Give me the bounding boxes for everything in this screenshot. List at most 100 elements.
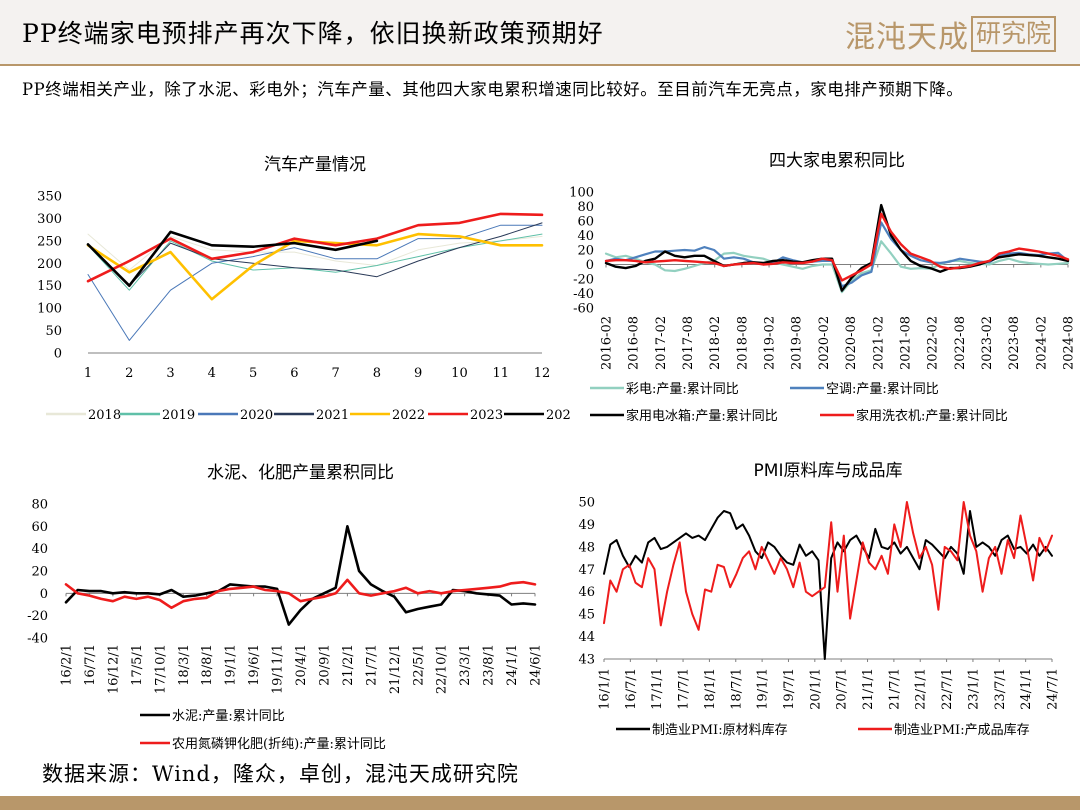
y-tick-label: 150 xyxy=(37,279,62,294)
y-tick-label: 50 xyxy=(45,324,62,339)
x-tick-label: 2024-08 xyxy=(1062,316,1076,370)
series-line-6 xyxy=(86,230,379,287)
x-tick-label: 2024-02 xyxy=(1034,316,1049,370)
y-tick-label: -40 xyxy=(27,632,48,647)
y-tick-label: -20 xyxy=(27,609,48,624)
x-tick-label: 22/7/1 xyxy=(940,668,955,710)
legend-label: 2021 xyxy=(316,408,349,423)
pmi-svg: PMI原料库与成品库 43 44 45 46 47 48 49 50 16/1/1 16/7/1 17… xyxy=(578,461,1061,738)
legend-label: 2024 xyxy=(546,408,570,423)
y-tick-label: 20 xyxy=(31,565,48,580)
legend-label: 彩电:产量:累计同比 xyxy=(626,382,739,397)
pmi-inventory-chart: PMI原料库与成品库 43 44 45 46 47 48 49 50 16/1/1 16/7/1 17… xyxy=(560,452,1075,752)
x-tick-label: 2016-08 xyxy=(627,316,642,370)
x-tick-label: 23/7/1 xyxy=(993,668,1008,710)
x-tick-label: 17/10/1 xyxy=(153,644,168,694)
x-tick-label: 23/1/1 xyxy=(966,668,981,710)
x-tick-label: 1 xyxy=(84,366,92,381)
x-tick-label: 2 xyxy=(125,366,133,381)
y-tick-label: 100 xyxy=(569,186,594,201)
chart-title: 汽车产量情况 xyxy=(264,155,366,175)
legend-label: 制造业PMI:产成品库存 xyxy=(894,722,1030,738)
x-tick-label: 16/2/1 xyxy=(60,644,75,686)
x-tick-label: 22/10/1 xyxy=(435,644,450,694)
y-tick-label: -60 xyxy=(573,302,594,317)
y-tick-label: 0 xyxy=(54,347,62,362)
x-tick-label: 18/3/1 xyxy=(177,644,192,686)
legend-label: 农用氮磷钾化肥(折纯):产量:累计同比 xyxy=(172,737,386,752)
x-tick-label: 8 xyxy=(373,366,381,381)
chart-title: 四大家电累积同比 xyxy=(769,151,905,171)
page-title: PP终端家电预排产再次下降，依旧换新政策预期好 xyxy=(22,19,604,48)
footer-bar xyxy=(0,796,1080,810)
y-tick-label: -40 xyxy=(573,287,594,302)
series-line-3 xyxy=(87,222,543,287)
x-tick-label: 7 xyxy=(331,366,339,381)
x-tick-label: 2021-02 xyxy=(871,316,886,370)
x-tick-label: 21/7/1 xyxy=(364,644,379,686)
x-tick-label: 19/11/1 xyxy=(271,644,286,694)
series-line-0 xyxy=(64,525,537,626)
x-tick-label: 2019-02 xyxy=(763,316,778,370)
legend-label: 空调:产量:累计同比 xyxy=(826,382,939,397)
y-tick-label: 0 xyxy=(586,258,594,273)
x-tick-label: 10 xyxy=(451,366,468,381)
brand-logo: 混沌天成 研究院 xyxy=(845,12,1056,56)
y-tick-label: 45 xyxy=(578,608,595,623)
y-tick-label: 46 xyxy=(578,585,595,600)
x-tick-label: 16/1/1 xyxy=(598,668,613,710)
x-tick-label: 20/4/1 xyxy=(294,644,309,686)
x-tick-label: 21/1/1 xyxy=(861,668,876,710)
legend-label: 水泥:产量:累计同比 xyxy=(172,709,285,724)
x-tick-label: 12 xyxy=(534,366,551,381)
y-tick-label: 40 xyxy=(577,229,594,244)
x-tick-label: 16/12/1 xyxy=(106,644,121,694)
x-tick-label: 2023-02 xyxy=(980,316,995,370)
cement-fertilizer-chart: 水泥、化肥产量累积同比 -40 -20 0 20 40 60 80 16/2/1 16/7/1 16… xyxy=(10,452,570,762)
x-tick-label: 2022-02 xyxy=(926,316,941,370)
series-line-3 xyxy=(604,212,1070,282)
y-tick-label: 80 xyxy=(31,498,48,513)
intro-paragraph: PP终端相关产业，除了水泥、彩电外；汽车产量、其他四大家电累积增速同比较好。至目… xyxy=(22,80,964,99)
x-tick-label: 2017-02 xyxy=(654,316,669,370)
x-tick-label: 18/8/1 xyxy=(200,644,215,686)
x-tick-label: 2022-08 xyxy=(953,316,968,370)
x-tick-label: 2023-08 xyxy=(1007,316,1022,370)
x-tick-label: 2020-02 xyxy=(817,316,832,370)
y-tick-label: 44 xyxy=(578,630,595,645)
legend-label: 2020 xyxy=(240,408,273,423)
y-tick-label: 200 xyxy=(37,257,62,272)
x-tick-label: 20/1/1 xyxy=(808,668,823,710)
y-tick-label: 20 xyxy=(577,244,594,259)
x-tick-label: 18/1/1 xyxy=(703,668,718,710)
x-tick-label: 5 xyxy=(249,366,257,381)
y-tick-label: 40 xyxy=(31,542,48,557)
y-tick-label: -20 xyxy=(573,273,594,288)
y-tick-label: 350 xyxy=(37,190,62,205)
x-tick-label: 21/12/1 xyxy=(388,644,403,694)
x-tick-label: 24/1/1 xyxy=(505,644,520,686)
legend-label: 2018 xyxy=(88,408,121,423)
logo-box-text: 研究院 xyxy=(970,16,1056,52)
series-line-1 xyxy=(64,578,537,610)
auto-production-chart: 汽车产量情况 0 50 100 150 200 250 300 350 1 2 3 4 5 6 7 8 9 10 11… xyxy=(10,140,570,440)
x-tick-label: 19/1/1 xyxy=(224,644,239,686)
x-tick-label: 9 xyxy=(414,366,422,381)
x-tick-label: 17/7/1 xyxy=(677,668,692,710)
x-tick-label: 24/7/1 xyxy=(1046,668,1061,710)
appliance-yoy-chart: 四大家电累积同比 -60 -40 -20 0 20 40 60 80 100 2016-02 2016… xyxy=(560,140,1075,440)
x-tick-label: 20/9/1 xyxy=(317,644,332,686)
legend-label: 2023 xyxy=(470,408,503,423)
x-tick-label: 20/7/1 xyxy=(835,668,850,710)
x-tick-label: 22/5/1 xyxy=(411,644,426,686)
y-tick-label: 50 xyxy=(578,496,595,511)
series-line-0 xyxy=(604,240,1070,294)
x-tick-label: 19/6/1 xyxy=(247,644,262,686)
x-tick-label: 24/6/1 xyxy=(529,644,544,686)
x-tick-label: 17/5/1 xyxy=(130,644,145,686)
x-tick-label: 22/1/1 xyxy=(914,668,929,710)
series-line-0 xyxy=(603,510,1053,660)
x-tick-label: 2021-08 xyxy=(898,316,913,370)
